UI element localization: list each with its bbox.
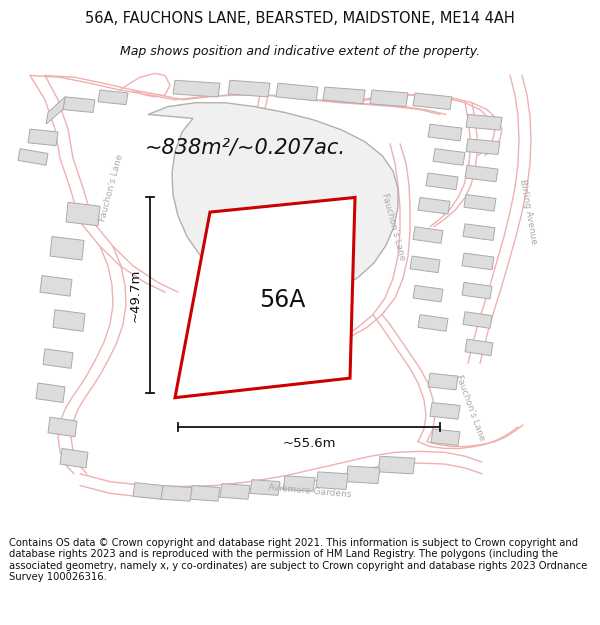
Polygon shape: [98, 90, 128, 104]
Polygon shape: [428, 373, 458, 390]
Text: 56A, FAUCHONS LANE, BEARSTED, MAIDSTONE, ME14 4AH: 56A, FAUCHONS LANE, BEARSTED, MAIDSTONE,…: [85, 11, 515, 26]
Text: Fauchon's Lane: Fauchon's Lane: [380, 192, 406, 261]
Polygon shape: [413, 286, 443, 302]
Polygon shape: [431, 429, 460, 446]
Polygon shape: [63, 97, 95, 112]
Polygon shape: [465, 339, 493, 356]
Polygon shape: [133, 482, 163, 499]
Polygon shape: [323, 87, 365, 104]
Polygon shape: [462, 282, 492, 299]
Text: ~55.6m: ~55.6m: [282, 437, 336, 450]
Polygon shape: [316, 472, 348, 489]
Text: Aviemore Gardens: Aviemore Gardens: [268, 483, 352, 499]
Polygon shape: [463, 312, 492, 328]
Polygon shape: [410, 256, 440, 272]
Polygon shape: [462, 253, 494, 270]
Polygon shape: [43, 349, 73, 368]
Polygon shape: [66, 202, 100, 226]
Text: Contains OS data © Crown copyright and database right 2021. This information is : Contains OS data © Crown copyright and d…: [9, 538, 587, 582]
Polygon shape: [36, 383, 65, 402]
Polygon shape: [466, 114, 502, 130]
Polygon shape: [276, 83, 318, 101]
Polygon shape: [418, 198, 450, 214]
Text: Fauchon's Lane: Fauchon's Lane: [454, 373, 486, 441]
Polygon shape: [378, 456, 415, 474]
Text: Map shows position and indicative extent of the property.: Map shows position and indicative extent…: [120, 45, 480, 58]
Polygon shape: [28, 129, 58, 146]
Polygon shape: [228, 80, 270, 97]
Polygon shape: [18, 149, 48, 165]
Polygon shape: [426, 173, 458, 189]
Polygon shape: [148, 102, 398, 298]
Polygon shape: [46, 97, 65, 124]
Polygon shape: [60, 449, 88, 468]
Polygon shape: [418, 314, 448, 331]
Text: Fauchon's Lane: Fauchon's Lane: [98, 153, 125, 222]
Polygon shape: [53, 310, 85, 331]
Polygon shape: [40, 276, 72, 296]
Polygon shape: [413, 93, 452, 109]
Polygon shape: [161, 486, 192, 501]
Polygon shape: [250, 480, 280, 495]
Polygon shape: [428, 124, 462, 141]
Text: ~838m²/~0.207ac.: ~838m²/~0.207ac.: [145, 138, 346, 158]
Polygon shape: [48, 418, 77, 437]
Polygon shape: [50, 236, 84, 260]
Polygon shape: [466, 139, 500, 154]
Polygon shape: [370, 90, 408, 107]
Polygon shape: [175, 198, 355, 398]
Text: Birling Avenue: Birling Avenue: [518, 179, 538, 246]
Polygon shape: [220, 484, 250, 499]
Polygon shape: [465, 165, 498, 182]
Polygon shape: [433, 149, 465, 165]
Polygon shape: [464, 194, 496, 211]
Polygon shape: [346, 466, 380, 484]
Polygon shape: [173, 80, 220, 97]
Polygon shape: [190, 486, 220, 501]
Text: 56A: 56A: [259, 288, 305, 312]
Polygon shape: [413, 227, 443, 243]
Polygon shape: [463, 224, 495, 241]
Polygon shape: [283, 476, 315, 491]
Polygon shape: [430, 402, 460, 419]
Text: ~49.7m: ~49.7m: [129, 268, 142, 322]
